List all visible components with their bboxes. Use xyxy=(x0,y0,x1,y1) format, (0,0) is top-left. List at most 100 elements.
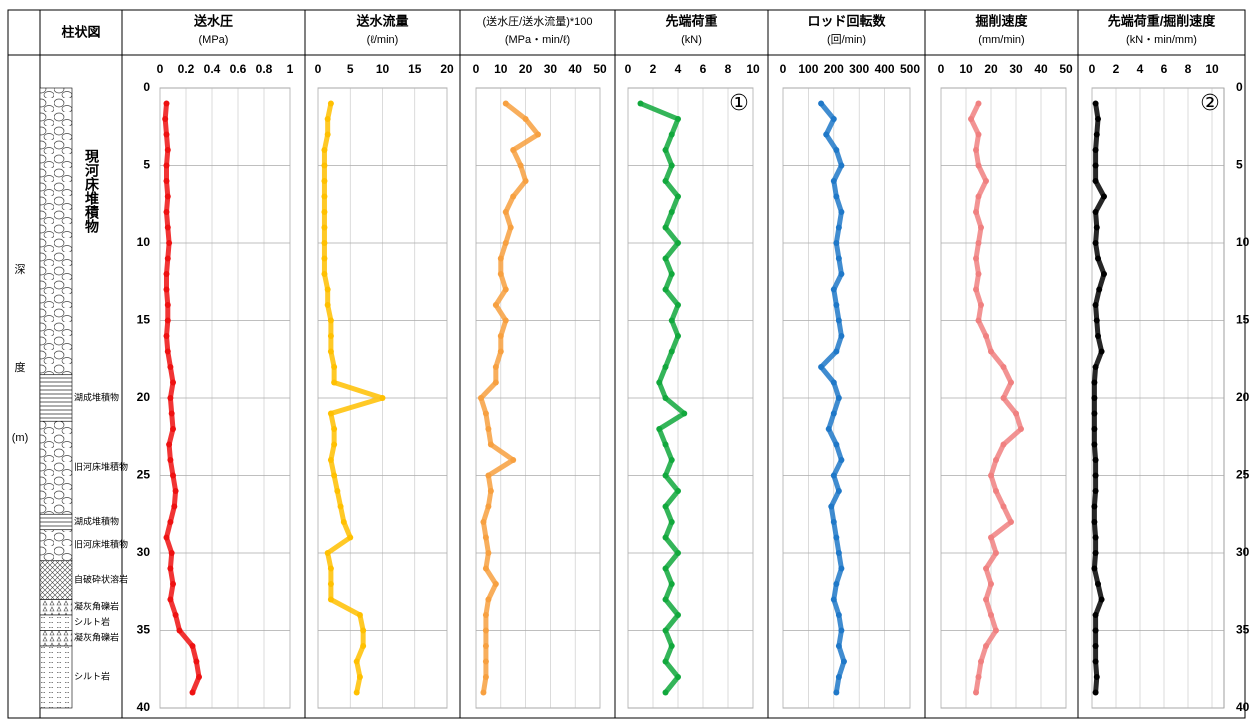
data-point xyxy=(836,643,842,649)
data-point xyxy=(993,457,999,463)
data-point xyxy=(165,302,171,308)
data-point xyxy=(1093,163,1099,169)
data-point xyxy=(983,566,989,572)
data-point xyxy=(1091,380,1097,386)
data-point xyxy=(838,566,844,572)
data-point xyxy=(493,364,499,370)
data-point xyxy=(478,395,484,401)
data-point xyxy=(831,287,837,293)
data-point xyxy=(1093,473,1099,479)
data-point xyxy=(169,411,175,417)
data-point xyxy=(838,333,844,339)
data-point xyxy=(1091,504,1097,510)
data-point xyxy=(498,333,504,339)
data-point xyxy=(988,581,994,587)
data-point xyxy=(838,628,844,634)
data-point xyxy=(663,566,669,572)
data-point xyxy=(976,271,982,277)
data-point xyxy=(493,581,499,587)
x-tick-label: 6 xyxy=(1161,62,1168,76)
data-point xyxy=(1093,550,1099,556)
data-point xyxy=(1095,256,1101,262)
data-point xyxy=(669,132,675,138)
x-tick-label: 4 xyxy=(675,62,682,76)
panel: 02468100510152025303540② xyxy=(1089,62,1250,714)
data-point xyxy=(535,132,541,138)
data-point xyxy=(983,333,989,339)
data-point xyxy=(1001,395,1007,401)
data-point xyxy=(675,302,681,308)
panel-title: 先端荷重/掘削速度 xyxy=(1108,13,1217,28)
data-point xyxy=(498,271,504,277)
lithology-layer xyxy=(40,561,72,600)
data-point xyxy=(488,488,494,494)
data-point xyxy=(1095,581,1101,587)
data-point xyxy=(170,426,176,432)
data-point xyxy=(973,256,979,262)
data-point xyxy=(325,302,331,308)
lithology-label: 湖成堆積物 xyxy=(74,515,119,526)
data-point xyxy=(164,209,170,215)
lithology-label: シルト岩 xyxy=(74,670,110,681)
data-point xyxy=(510,147,516,153)
data-point xyxy=(164,287,170,293)
data-point xyxy=(663,395,669,401)
data-point xyxy=(523,178,529,184)
data-point xyxy=(354,690,360,696)
data-point xyxy=(321,225,327,231)
panel: 0246810① xyxy=(625,62,760,708)
data-point xyxy=(483,411,489,417)
data-point xyxy=(165,349,171,355)
data-point xyxy=(669,349,675,355)
x-tick-label: 40 xyxy=(1034,62,1048,76)
panel: 0100200300400500 xyxy=(780,62,921,708)
data-point xyxy=(836,612,842,618)
x-tick-label: 10 xyxy=(376,62,390,76)
data-point xyxy=(334,488,340,494)
x-tick-label: 200 xyxy=(824,62,844,76)
lithology-label: 自破砕状溶岩 xyxy=(74,574,128,585)
annotation: ② xyxy=(1200,90,1220,115)
data-point xyxy=(663,442,669,448)
data-point xyxy=(976,318,982,324)
data-point xyxy=(1101,271,1107,277)
y-tick-label: 35 xyxy=(137,623,151,637)
data-point xyxy=(993,550,999,556)
x-tick-label: 0.2 xyxy=(178,62,195,76)
data-point xyxy=(360,643,366,649)
data-point xyxy=(164,535,170,541)
data-point xyxy=(1093,488,1099,494)
data-point xyxy=(523,116,529,122)
data-point xyxy=(1094,225,1100,231)
x-tick-label: 1 xyxy=(287,62,294,76)
x-tick-label: 400 xyxy=(875,62,895,76)
data-point xyxy=(331,473,337,479)
data-point xyxy=(328,349,334,355)
data-point xyxy=(1091,395,1097,401)
data-point xyxy=(663,287,669,293)
data-point xyxy=(166,442,172,448)
data-point xyxy=(836,674,842,680)
x-tick-label: 0.4 xyxy=(204,62,221,76)
depth-label: (m) xyxy=(12,432,29,444)
data-point xyxy=(480,690,486,696)
data-point xyxy=(656,380,662,386)
depth-label: 深 xyxy=(15,263,26,276)
y-tick-label: 0 xyxy=(1236,80,1243,94)
data-point xyxy=(983,178,989,184)
panel-unit: (MPa・min/ℓ) xyxy=(505,34,570,46)
lithology-layer xyxy=(40,514,72,530)
data-point xyxy=(841,659,847,665)
x-tick-label: 20 xyxy=(984,62,998,76)
data-point xyxy=(325,287,331,293)
data-point xyxy=(1093,535,1099,541)
data-point xyxy=(663,178,669,184)
y-tick-label: 20 xyxy=(137,390,151,404)
x-tick-label: 50 xyxy=(1059,62,1073,76)
data-point xyxy=(165,225,171,231)
data-point xyxy=(321,209,327,215)
data-point xyxy=(321,240,327,246)
data-point xyxy=(354,659,360,665)
data-point xyxy=(993,628,999,634)
data-point xyxy=(325,550,331,556)
